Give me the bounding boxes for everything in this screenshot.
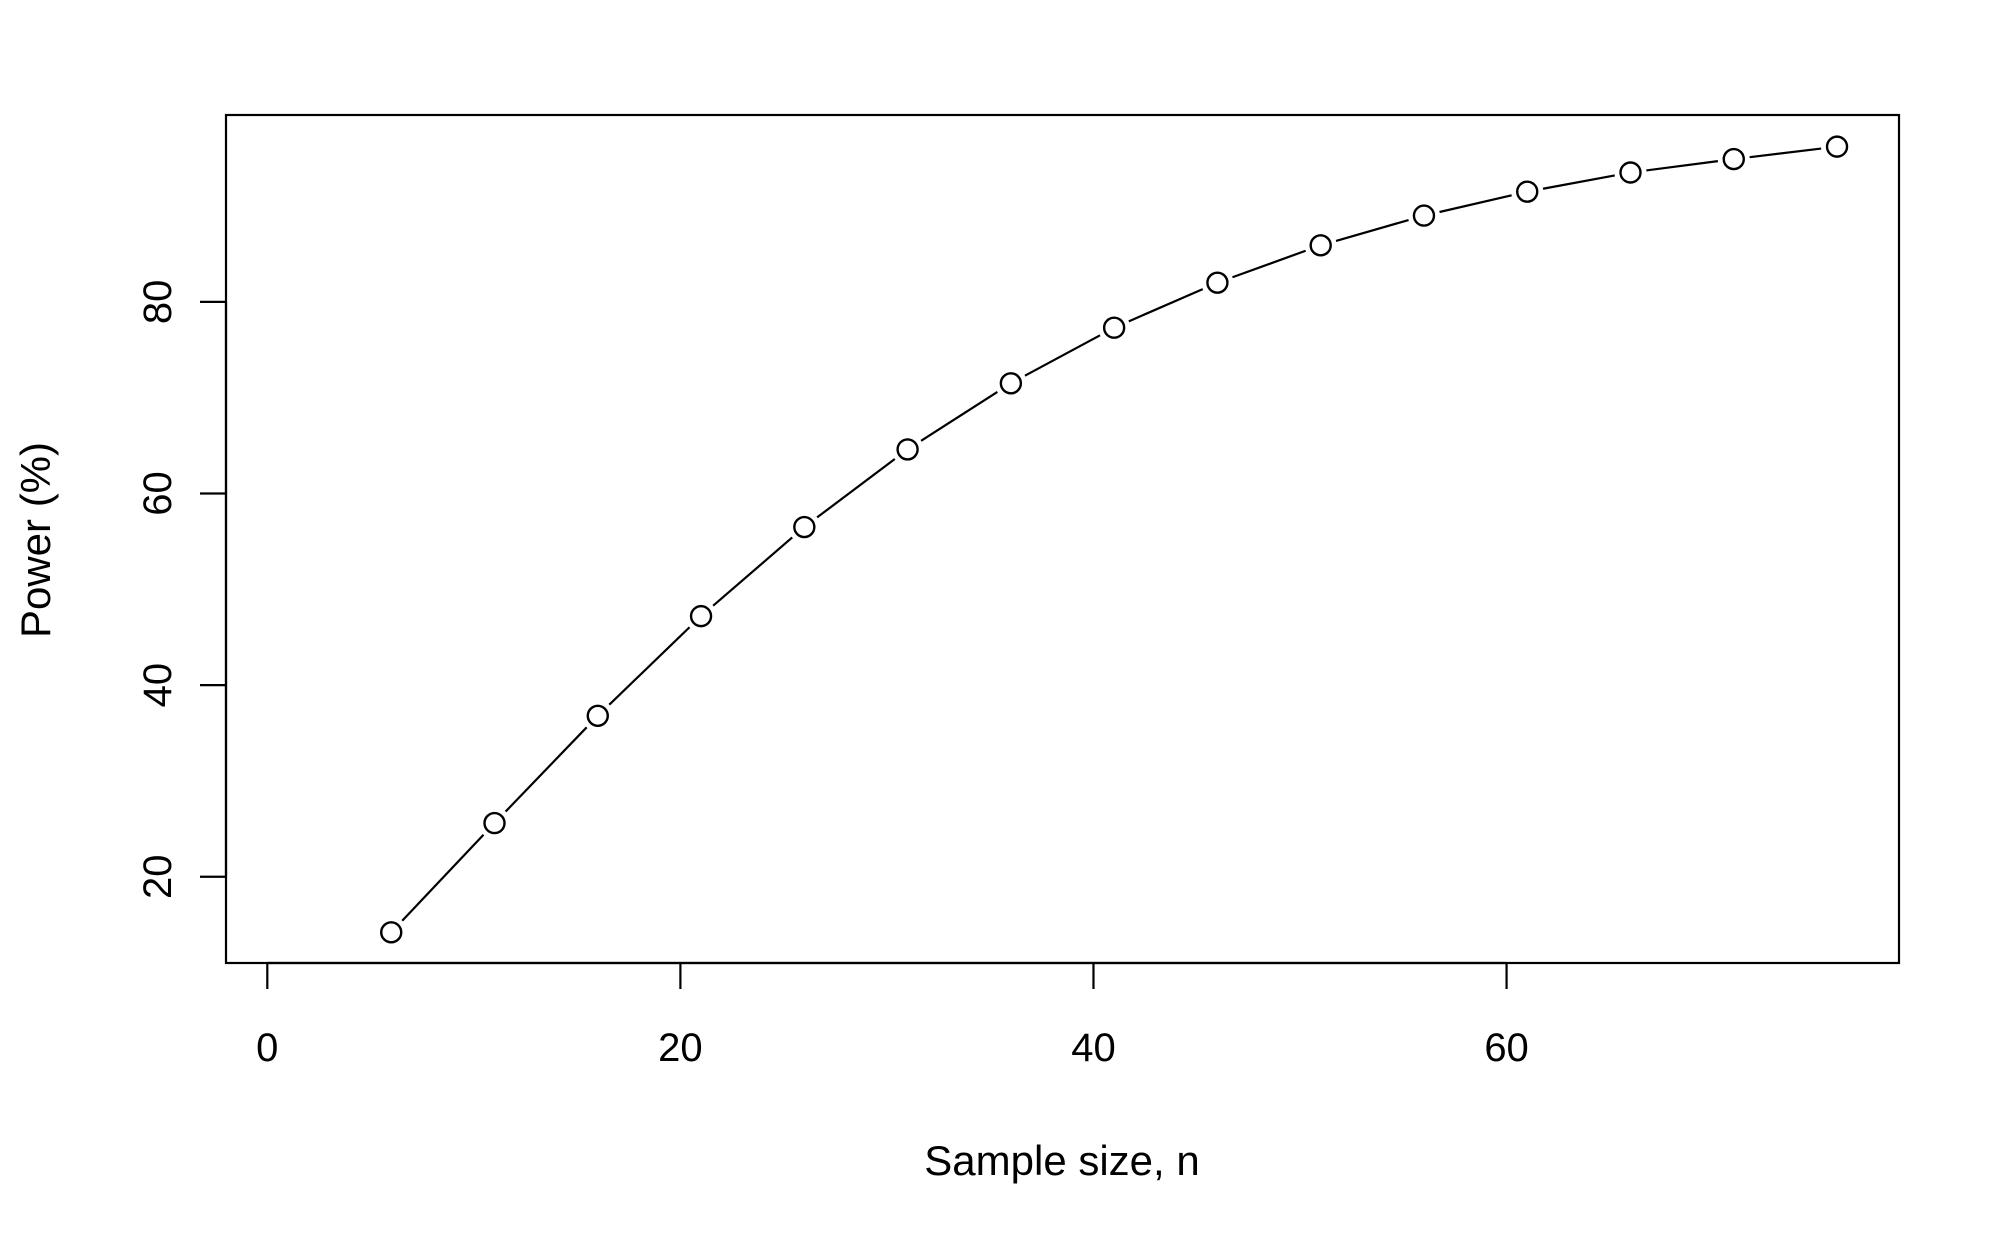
x-tick-label: 0 — [256, 1026, 278, 1070]
series-line-segment — [504, 726, 588, 813]
series-line-segment — [1646, 160, 1719, 172]
series-line-segment — [920, 390, 998, 442]
y-axis-ticks: 20 40 60 80 — [136, 280, 226, 899]
y-tick-label: 20 — [136, 855, 180, 900]
series-line-segment — [1542, 174, 1615, 190]
series-line-segment — [712, 536, 793, 607]
data-point — [1516, 180, 1539, 203]
data-point — [1825, 135, 1849, 158]
data-point — [1412, 204, 1436, 227]
x-tick-label: 60 — [1484, 1026, 1529, 1070]
data-point — [380, 921, 403, 944]
data-point — [1309, 234, 1332, 257]
data-point — [586, 704, 609, 727]
data-point — [689, 604, 713, 628]
series-line-segment — [1335, 218, 1409, 242]
series-line-segment — [1232, 249, 1307, 279]
plot-frame — [224, 113, 1901, 965]
data-point — [1206, 271, 1229, 294]
data-point — [1102, 316, 1126, 339]
series-line-segment — [608, 626, 691, 706]
y-tick-label: 40 — [136, 663, 180, 708]
series-line-segment — [1439, 194, 1512, 214]
series-line-segment — [816, 458, 896, 519]
data-point — [1619, 161, 1642, 184]
data-point — [483, 811, 506, 835]
x-axis-ticks: 0 20 40 60 — [256, 963, 1529, 1070]
y-tick-label: 60 — [136, 471, 180, 515]
data-point — [999, 372, 1023, 395]
series-line-segment — [1749, 147, 1822, 159]
data-point — [896, 438, 919, 461]
series-line-segment — [1024, 334, 1101, 377]
x-axis-title: Sample size, n — [924, 1137, 1199, 1184]
x-tick-label: 20 — [658, 1026, 703, 1070]
y-tick-label: 80 — [136, 280, 180, 325]
data-point — [793, 515, 816, 539]
series-line-segment — [1128, 288, 1204, 323]
series-line-segment — [401, 833, 485, 922]
series-points — [380, 135, 1849, 944]
x-tick-label: 40 — [1071, 1026, 1116, 1070]
series-line — [401, 147, 1822, 922]
y-axis-title: Power (%) — [12, 442, 59, 638]
data-point — [1722, 147, 1745, 171]
